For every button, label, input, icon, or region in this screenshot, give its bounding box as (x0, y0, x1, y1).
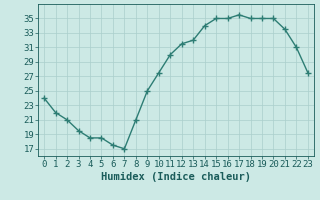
X-axis label: Humidex (Indice chaleur): Humidex (Indice chaleur) (101, 172, 251, 182)
